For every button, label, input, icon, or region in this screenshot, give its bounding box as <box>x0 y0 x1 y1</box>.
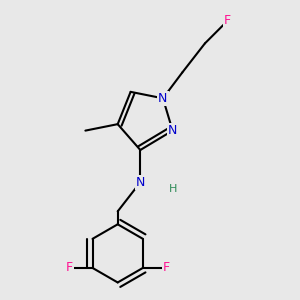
Text: F: F <box>66 261 73 274</box>
Text: H: H <box>168 184 177 194</box>
Text: N: N <box>168 124 177 137</box>
Text: F: F <box>163 261 170 274</box>
Text: F: F <box>224 14 231 27</box>
Text: N: N <box>136 176 145 189</box>
Text: N: N <box>158 92 168 105</box>
